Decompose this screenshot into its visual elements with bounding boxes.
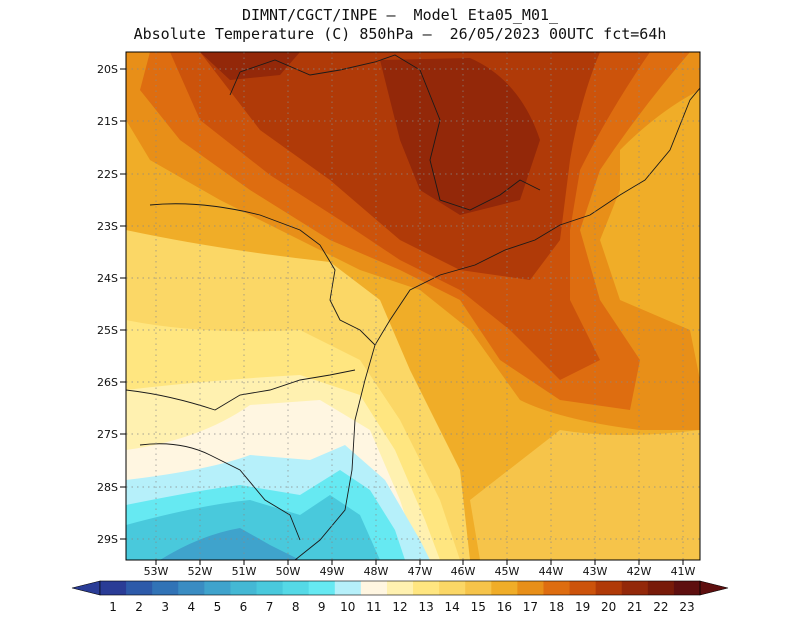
colorbar-label: 10 (340, 600, 355, 614)
colorbar-swatch (569, 581, 597, 595)
colorbar-label: 14 (445, 600, 460, 614)
colorbar-swatch (230, 581, 258, 595)
colorbar-swatch (413, 581, 440, 595)
colorbar-label: 13 (418, 600, 433, 614)
lat-label: 24S (97, 272, 118, 285)
lon-label: 47W (408, 565, 433, 578)
graticule (126, 52, 700, 560)
lat-label: 22S (97, 168, 118, 181)
lon-label: 51W (232, 565, 257, 578)
colorbar-swatch (439, 581, 466, 595)
colorbar-swatch (465, 581, 492, 595)
lon-label: 50W (276, 565, 301, 578)
lon-label: 43W (583, 565, 608, 578)
colorbar-label: 4 (187, 600, 195, 614)
colorbar-swatch (360, 581, 388, 595)
field-band-6 (160, 528, 300, 560)
colorbar-border (99, 580, 701, 596)
colorbar-swatch (308, 581, 336, 595)
title-line-1: DIMNT/CGCT/INPE – Model Eta05_M01_ (241, 6, 559, 24)
title-line-2: Absolute Temperature (C) 850hPa – 26/05/… (133, 25, 667, 43)
lon-label: 48W (364, 565, 389, 578)
colorbar-label: 3 (161, 600, 169, 614)
colorbar-label: 23 (679, 600, 694, 614)
field-band-16-east (620, 90, 700, 330)
field-band-15-se (470, 430, 700, 560)
colorbar-label: 21 (627, 600, 642, 614)
lon-label: 49W (320, 565, 345, 578)
lat-label: 20S (97, 63, 118, 76)
colorbar-swatch (543, 581, 571, 595)
colorbar-label: 22 (653, 600, 668, 614)
lon-label: 45W (495, 565, 520, 578)
colorbar-swatch (647, 581, 675, 595)
colorbar-swatch (621, 581, 649, 595)
colorbar-swatch (126, 581, 153, 595)
colorbar-arrow-right (699, 580, 729, 596)
colorbar-swatch (334, 581, 362, 595)
colorbar-swatch (100, 581, 127, 595)
lon-label: 44W (539, 565, 564, 578)
coastline (294, 87, 700, 560)
colorbar-label: 16 (497, 600, 512, 614)
lon-label: 53W (144, 565, 169, 578)
colorbar-swatch (152, 581, 179, 595)
lat-label: 23S (97, 220, 118, 233)
field-band-21b (200, 52, 300, 80)
colorbar-label: 12 (392, 600, 407, 614)
lat-label: 27S (97, 428, 118, 441)
lat-label: 28S (97, 481, 118, 494)
colorbar-swatch (256, 581, 284, 595)
colorbar-swatch (178, 581, 205, 595)
colorbar-swatch (673, 581, 701, 595)
state-border-north (239, 54, 541, 211)
colorbar-label: 11 (366, 600, 381, 614)
lon-label: 52W (188, 565, 213, 578)
colorbar-label: 1 (109, 600, 117, 614)
field-band-7 (126, 495, 380, 560)
colorbar: 1 2 3 4 5 6 7 8 9 10 11 12 13 14 15 16 17 18 19 20 21 22 23 (71, 580, 729, 614)
colorbar-swatch (491, 581, 518, 595)
colorbar-label: 6 (240, 600, 248, 614)
temperature-field (126, 52, 700, 560)
colorbar-label: 7 (266, 600, 274, 614)
colorbar-swatch (386, 581, 414, 595)
state-border-rs (139, 443, 301, 541)
lon-label: 42W (627, 565, 652, 578)
lat-label: 21S (97, 115, 118, 128)
colorbar-label: 17 (523, 600, 538, 614)
colorbar-swatch (282, 581, 310, 595)
lon-label: 46W (451, 565, 476, 578)
lon-label: 41W (671, 565, 696, 578)
colorbar-swatch (517, 581, 544, 595)
border-seg (229, 71, 241, 96)
lat-label: 26S (97, 376, 118, 389)
colorbar-swatch (595, 581, 623, 595)
colorbar-label: 2 (135, 600, 143, 614)
colorbar-swatch (204, 581, 231, 595)
colorbar-label: 15 (471, 600, 486, 614)
colorbar-label: 9 (318, 600, 326, 614)
colorbar-label: 19 (575, 600, 590, 614)
colorbar-label: 8 (292, 600, 300, 614)
colorbar-label: 18 (549, 600, 564, 614)
lat-ticks (120, 68, 126, 540)
lat-label: 29S (97, 533, 118, 546)
colorbar-label: 20 (601, 600, 616, 614)
lon-ticks (155, 560, 684, 565)
colorbar-arrow-left (71, 580, 101, 596)
lat-label: 25S (97, 324, 118, 337)
map-frame (125, 51, 701, 561)
state-border-sc (126, 369, 356, 411)
colorbar-label: 5 (214, 600, 222, 614)
